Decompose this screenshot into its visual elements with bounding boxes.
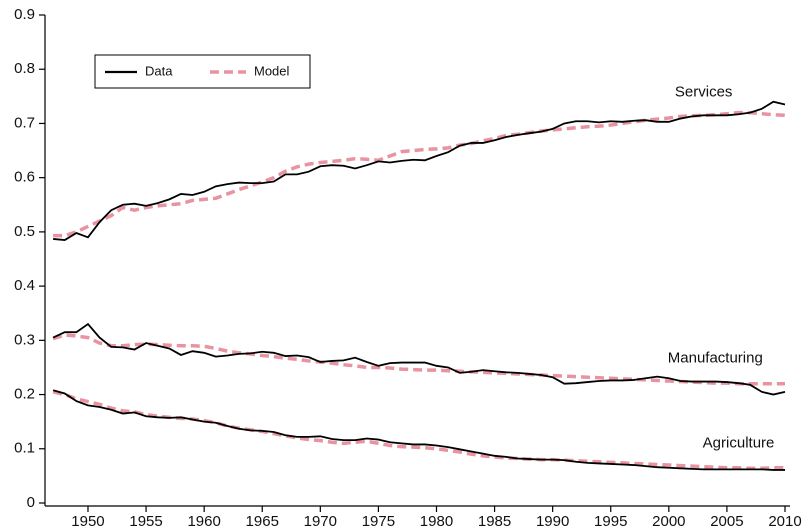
data-line	[53, 100, 786, 241]
x-tick-label: 1995	[594, 513, 627, 530]
legend-label: Data	[145, 63, 173, 78]
y-tick-label: 0.9	[14, 6, 35, 23]
series-label: Agriculture	[703, 434, 775, 451]
x-tick-label: 2010	[768, 513, 801, 530]
x-tick-label: 1970	[304, 513, 337, 530]
model-line	[52, 333, 785, 386]
x-tick-label: 1950	[71, 513, 104, 530]
data-line	[52, 322, 786, 396]
model-line	[53, 110, 786, 238]
y-tick-label: 0.4	[14, 277, 35, 294]
y-tick-label: 0.6	[14, 169, 35, 186]
x-tick-label: 2000	[652, 513, 685, 530]
x-tick-label: 1960	[187, 513, 220, 530]
y-tick-label: 0.1	[14, 440, 35, 457]
data-line	[52, 389, 785, 471]
series-label: Services	[675, 83, 733, 100]
y-tick-label: 0.5	[14, 223, 35, 240]
y-tick-label: 0.7	[14, 114, 35, 131]
y-tick-label: 0.3	[14, 331, 35, 348]
x-tick-label: 1965	[246, 513, 279, 530]
x-tick-label: 1985	[478, 513, 511, 530]
x-tick-label: 1955	[129, 513, 162, 530]
x-tick-label: 1990	[536, 513, 569, 530]
y-tick-label: 0.2	[14, 386, 35, 403]
legend-label: Model	[254, 63, 290, 78]
x-tick-label: 1980	[420, 513, 453, 530]
model-line	[52, 390, 785, 471]
x-tick-label: 1975	[362, 513, 395, 530]
series-label: Manufacturing	[668, 350, 763, 367]
y-tick-label: 0.8	[14, 60, 35, 77]
y-tick-label: 0	[27, 494, 35, 511]
x-tick-label: 2005	[710, 513, 743, 530]
